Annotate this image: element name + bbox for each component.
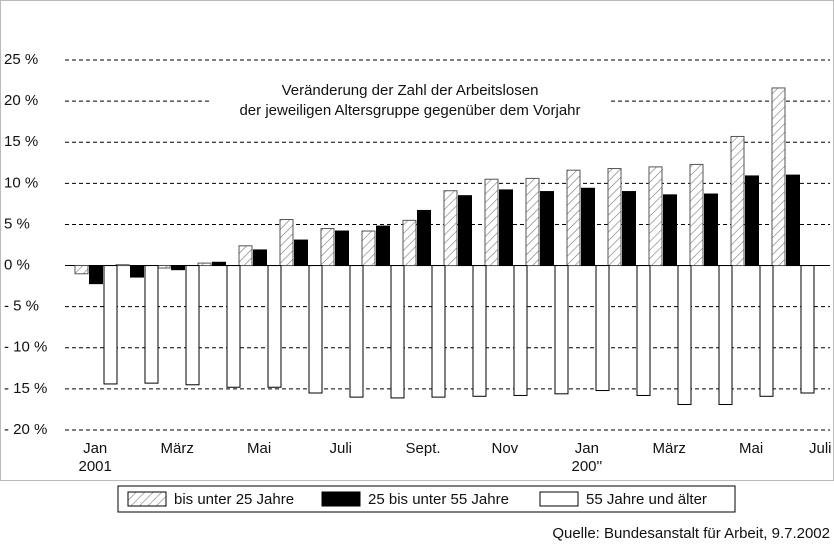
x-tick-label: Sept. xyxy=(405,440,441,457)
bar xyxy=(554,265,569,395)
title-box xyxy=(210,80,610,122)
x-tick-label: Mai xyxy=(739,440,764,457)
y-tick-label: 5 % xyxy=(4,215,30,232)
bar xyxy=(253,249,267,267)
bar xyxy=(607,168,622,267)
bar xyxy=(484,178,499,267)
legend-box xyxy=(117,485,736,513)
bar xyxy=(197,262,212,267)
bar xyxy=(431,265,446,398)
bar xyxy=(759,265,774,397)
bar xyxy=(499,189,513,267)
legend-swatch xyxy=(127,491,167,507)
bar xyxy=(417,209,431,267)
bar xyxy=(376,225,390,267)
bar xyxy=(185,265,200,386)
y-tick-label: 10 % xyxy=(4,174,38,191)
y-tick-label: 0 % xyxy=(4,257,30,274)
bar xyxy=(689,163,704,267)
y-tick-label: 25 % xyxy=(4,51,38,68)
bar xyxy=(513,265,528,396)
bar xyxy=(279,219,294,267)
y-tick-label: - 10 % xyxy=(4,339,47,356)
bar xyxy=(212,261,226,267)
x-tick-label: Juli xyxy=(809,440,832,457)
bar xyxy=(730,135,745,267)
legend-label: 55 Jahre und älter xyxy=(586,491,707,508)
bar xyxy=(130,265,144,278)
bar xyxy=(648,166,663,267)
x-tick-label: Jan 2001 xyxy=(78,440,112,475)
bar xyxy=(540,191,554,267)
x-tick-label: Juli xyxy=(329,440,353,457)
bar xyxy=(320,228,335,267)
bar xyxy=(745,175,759,267)
bar xyxy=(525,177,540,267)
x-tick-label: Mai xyxy=(247,440,272,457)
bar xyxy=(171,265,185,271)
bar xyxy=(458,195,472,267)
bar xyxy=(800,265,815,394)
y-tick-label: - 5 % xyxy=(4,298,39,315)
y-tick-label: - 20 % xyxy=(4,421,47,438)
x-tick-label: März xyxy=(652,440,686,457)
bar xyxy=(636,265,651,396)
x-tick-label: Jan 200'' xyxy=(571,440,603,475)
chart-title: Veränderung der Zahl der Arbeitslosen xyxy=(282,82,539,99)
source: Quelle: Bundesanstalt für Arbeit, 9.7.20… xyxy=(552,525,830,542)
bar xyxy=(718,265,733,406)
bar xyxy=(103,265,118,385)
bar xyxy=(443,190,458,267)
bar xyxy=(361,230,376,267)
bar xyxy=(267,265,282,388)
bar xyxy=(786,174,800,267)
bar xyxy=(472,265,487,397)
legend-label: 25 bis unter 55 Jahre xyxy=(368,491,509,508)
bar xyxy=(595,265,610,392)
bar xyxy=(226,265,241,388)
x-tick-label: März xyxy=(160,440,194,457)
bar xyxy=(144,265,159,384)
y-tick-label: 15 % xyxy=(4,133,38,150)
x-tick-label: Nov xyxy=(491,440,519,457)
bar xyxy=(156,265,171,269)
bar xyxy=(677,265,692,406)
y-tick-label: - 15 % xyxy=(4,380,47,397)
bar xyxy=(308,265,323,394)
legend-swatch xyxy=(321,491,361,507)
chart-subtitle: der jeweiligen Altersgruppe gegenüber de… xyxy=(239,102,580,119)
bar xyxy=(349,265,364,398)
bar xyxy=(663,194,677,267)
bar xyxy=(335,230,349,267)
bar xyxy=(115,264,130,267)
bar xyxy=(771,87,786,267)
bar xyxy=(294,239,308,267)
bar xyxy=(581,187,595,267)
bar xyxy=(704,193,718,267)
bar xyxy=(566,169,581,267)
bar xyxy=(622,191,636,267)
legend-swatch xyxy=(539,491,579,507)
bar xyxy=(238,245,253,267)
bar xyxy=(402,219,417,267)
bar xyxy=(74,265,89,275)
bar xyxy=(390,265,405,399)
bar xyxy=(89,265,103,285)
y-tick-label: 20 % xyxy=(4,92,38,109)
legend-label: bis unter 25 Jahre xyxy=(174,491,294,508)
